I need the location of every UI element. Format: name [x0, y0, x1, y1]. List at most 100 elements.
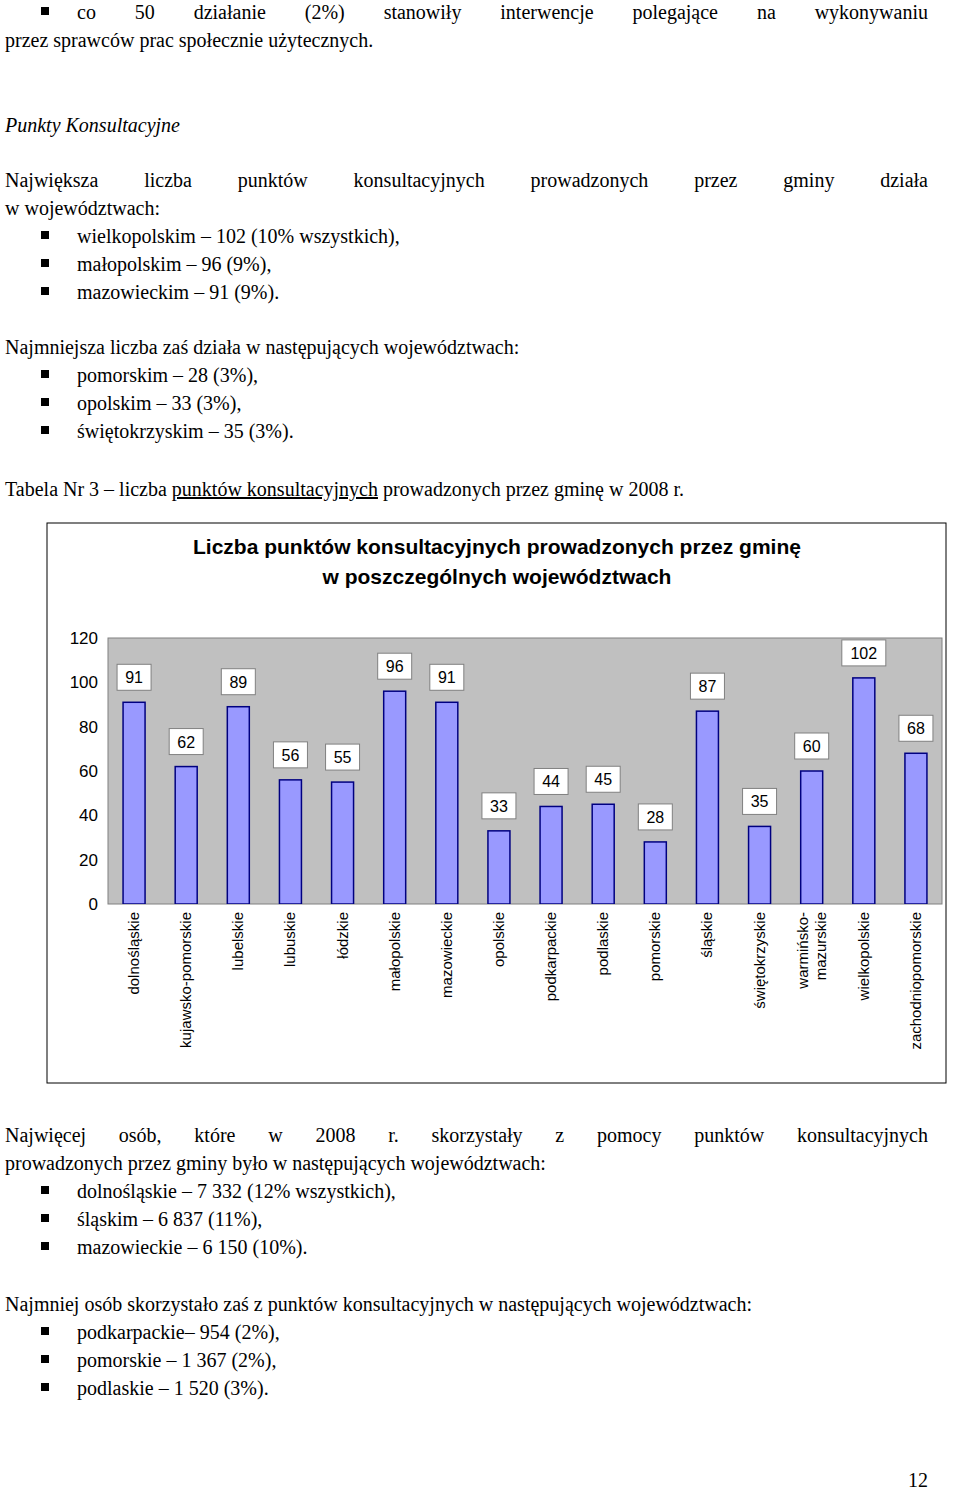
- bar: [540, 806, 562, 904]
- bars: [123, 678, 927, 904]
- bullet-item: pomorskim – 28 (3%),: [77, 361, 258, 389]
- bullet-item: mazowieckie – 6 150 (10%).: [77, 1233, 307, 1261]
- data-label: 89: [229, 674, 247, 691]
- bullet-item: podlaskie – 1 520 (3%).: [77, 1374, 269, 1402]
- x-tick-label: łódzkie: [334, 912, 351, 959]
- x-tick-label: dolnośląskie: [125, 912, 142, 995]
- bar: [905, 753, 927, 904]
- table-caption: Tabela Nr 3 – liczba punktów konsultacyj…: [5, 475, 684, 503]
- x-tick-label: kujawsko-pomorskie: [177, 912, 194, 1048]
- data-label: 55: [334, 749, 352, 766]
- x-tick-label-line: mazurskie: [812, 912, 829, 980]
- data-label-box: [221, 669, 255, 695]
- x-tick-label-line: dolnośląskie: [125, 912, 142, 995]
- bar: [749, 826, 771, 904]
- paragraph-line: Najmniejsza liczba zaś działa w następuj…: [5, 333, 519, 361]
- bullet-item: wielkopolskim – 102 (10% wszystkich),: [77, 222, 400, 250]
- bullet: [41, 287, 49, 295]
- x-tick-label-line: lubuskie: [281, 912, 298, 967]
- data-label: 56: [282, 747, 300, 764]
- x-tick-label-line: pomorskie: [646, 912, 663, 981]
- x-tick-label-line: kujawsko-pomorskie: [177, 912, 194, 1048]
- data-label: 68: [907, 720, 925, 737]
- bullet: [41, 1214, 49, 1222]
- x-tick-label-line: warmińsko-: [794, 912, 811, 990]
- y-tick-label: 40: [79, 806, 98, 825]
- x-tick-label: świętokrzyskie: [751, 912, 768, 1009]
- data-label: 44: [542, 773, 560, 790]
- bar: [436, 702, 458, 904]
- data-label-box: [586, 766, 620, 792]
- y-tick-label: 20: [79, 851, 98, 870]
- bullet: [41, 370, 49, 378]
- x-tick-label: podkarpackie: [542, 912, 559, 1001]
- x-tick-label: lubuskie: [281, 912, 298, 967]
- x-tick-label-line: lubelskie: [229, 912, 246, 970]
- data-label-box: [690, 673, 724, 699]
- bar: [332, 782, 354, 904]
- paragraph-line: Najwięcej osób, które w 2008 r. skorzyst…: [5, 1121, 928, 1149]
- bar: [696, 711, 718, 904]
- x-tick-label: podlaskie: [594, 912, 611, 975]
- bullet: [41, 7, 49, 15]
- x-tick-label-line: podlaskie: [594, 912, 611, 975]
- y-tick-label: 60: [79, 762, 98, 781]
- data-label-box: [117, 664, 151, 690]
- bullet-item: mazowieckim – 91 (9%).: [77, 278, 279, 306]
- x-tick-label: małopolskie: [386, 912, 403, 991]
- bar: [123, 702, 145, 904]
- bar: [175, 767, 197, 904]
- bullet: [41, 1327, 49, 1335]
- plot-area: [108, 638, 942, 904]
- x-tick-label: śląskie: [698, 912, 715, 958]
- paragraph-line: w województwach:: [5, 194, 160, 222]
- x-tick-label: lubelskie: [229, 912, 246, 970]
- data-label-box: [534, 768, 568, 794]
- text-line: przez sprawców prac społecznie użyteczny…: [5, 26, 373, 54]
- text-line: co 50 działanie (2%) stanowiły interwenc…: [77, 0, 928, 26]
- x-tick-label-line: małopolskie: [386, 912, 403, 991]
- y-tick-label: 120: [70, 629, 98, 648]
- x-tick-label-line: łódzkie: [334, 912, 351, 959]
- bullet: [41, 1186, 49, 1194]
- bar: [279, 780, 301, 904]
- data-label: 28: [646, 809, 664, 826]
- paragraph-line: Największa liczba punktów konsultacyjnyc…: [5, 166, 928, 194]
- bar: [801, 771, 823, 904]
- data-label-box: [273, 742, 307, 768]
- chart-title: Liczba punktów konsultacyjnych prowadzon…: [193, 535, 801, 588]
- chart-title-line: w poszczególnych województwach: [322, 565, 672, 588]
- caption-part: prowadzonych przez gminę w 2008 r.: [378, 478, 684, 500]
- bullet: [41, 1242, 49, 1250]
- data-label: 35: [751, 793, 769, 810]
- data-label-box: [842, 640, 886, 666]
- bullet-item: dolnośląskie – 7 332 (12% wszystkich),: [77, 1177, 396, 1205]
- paragraph-line: Najmniej osób skorzystało zaś z punktów …: [5, 1290, 752, 1318]
- y-tick-label: 100: [70, 673, 98, 692]
- data-label-box: [638, 804, 672, 830]
- data-label: 91: [438, 669, 456, 686]
- bullet-item: pomorskie – 1 367 (2%),: [77, 1346, 276, 1374]
- bar: [488, 831, 510, 904]
- section-title: Punkty Konsultacyjne: [5, 111, 180, 139]
- bullet-item: podkarpackie– 954 (2%),: [77, 1318, 280, 1346]
- data-label-box: [743, 788, 777, 814]
- chart: Liczba punktów konsultacyjnych prowadzon…: [0, 0, 960, 1493]
- bullet: [41, 398, 49, 406]
- bullet: [41, 426, 49, 434]
- bullet-item: opolskim – 33 (3%),: [77, 389, 241, 417]
- chart-title-line: Liczba punktów konsultacyjnych prowadzon…: [193, 535, 801, 558]
- x-tick-label: pomorskie: [646, 912, 663, 981]
- data-label: 62: [177, 734, 195, 751]
- caption-part: Tabela Nr 3 – liczba: [5, 478, 172, 500]
- bar: [644, 842, 666, 904]
- bullet-item: śląskim – 6 837 (11%),: [77, 1205, 262, 1233]
- x-tick-label-line: opolskie: [490, 912, 507, 967]
- data-label: 102: [850, 645, 877, 662]
- data-label-box: [430, 664, 464, 690]
- paragraph-line: prowadzonych przez gminy było w następuj…: [5, 1149, 546, 1177]
- data-label-box: [482, 793, 516, 819]
- x-tick-label: opolskie: [490, 912, 507, 967]
- bullet: [41, 1383, 49, 1391]
- data-label-box: [899, 715, 933, 741]
